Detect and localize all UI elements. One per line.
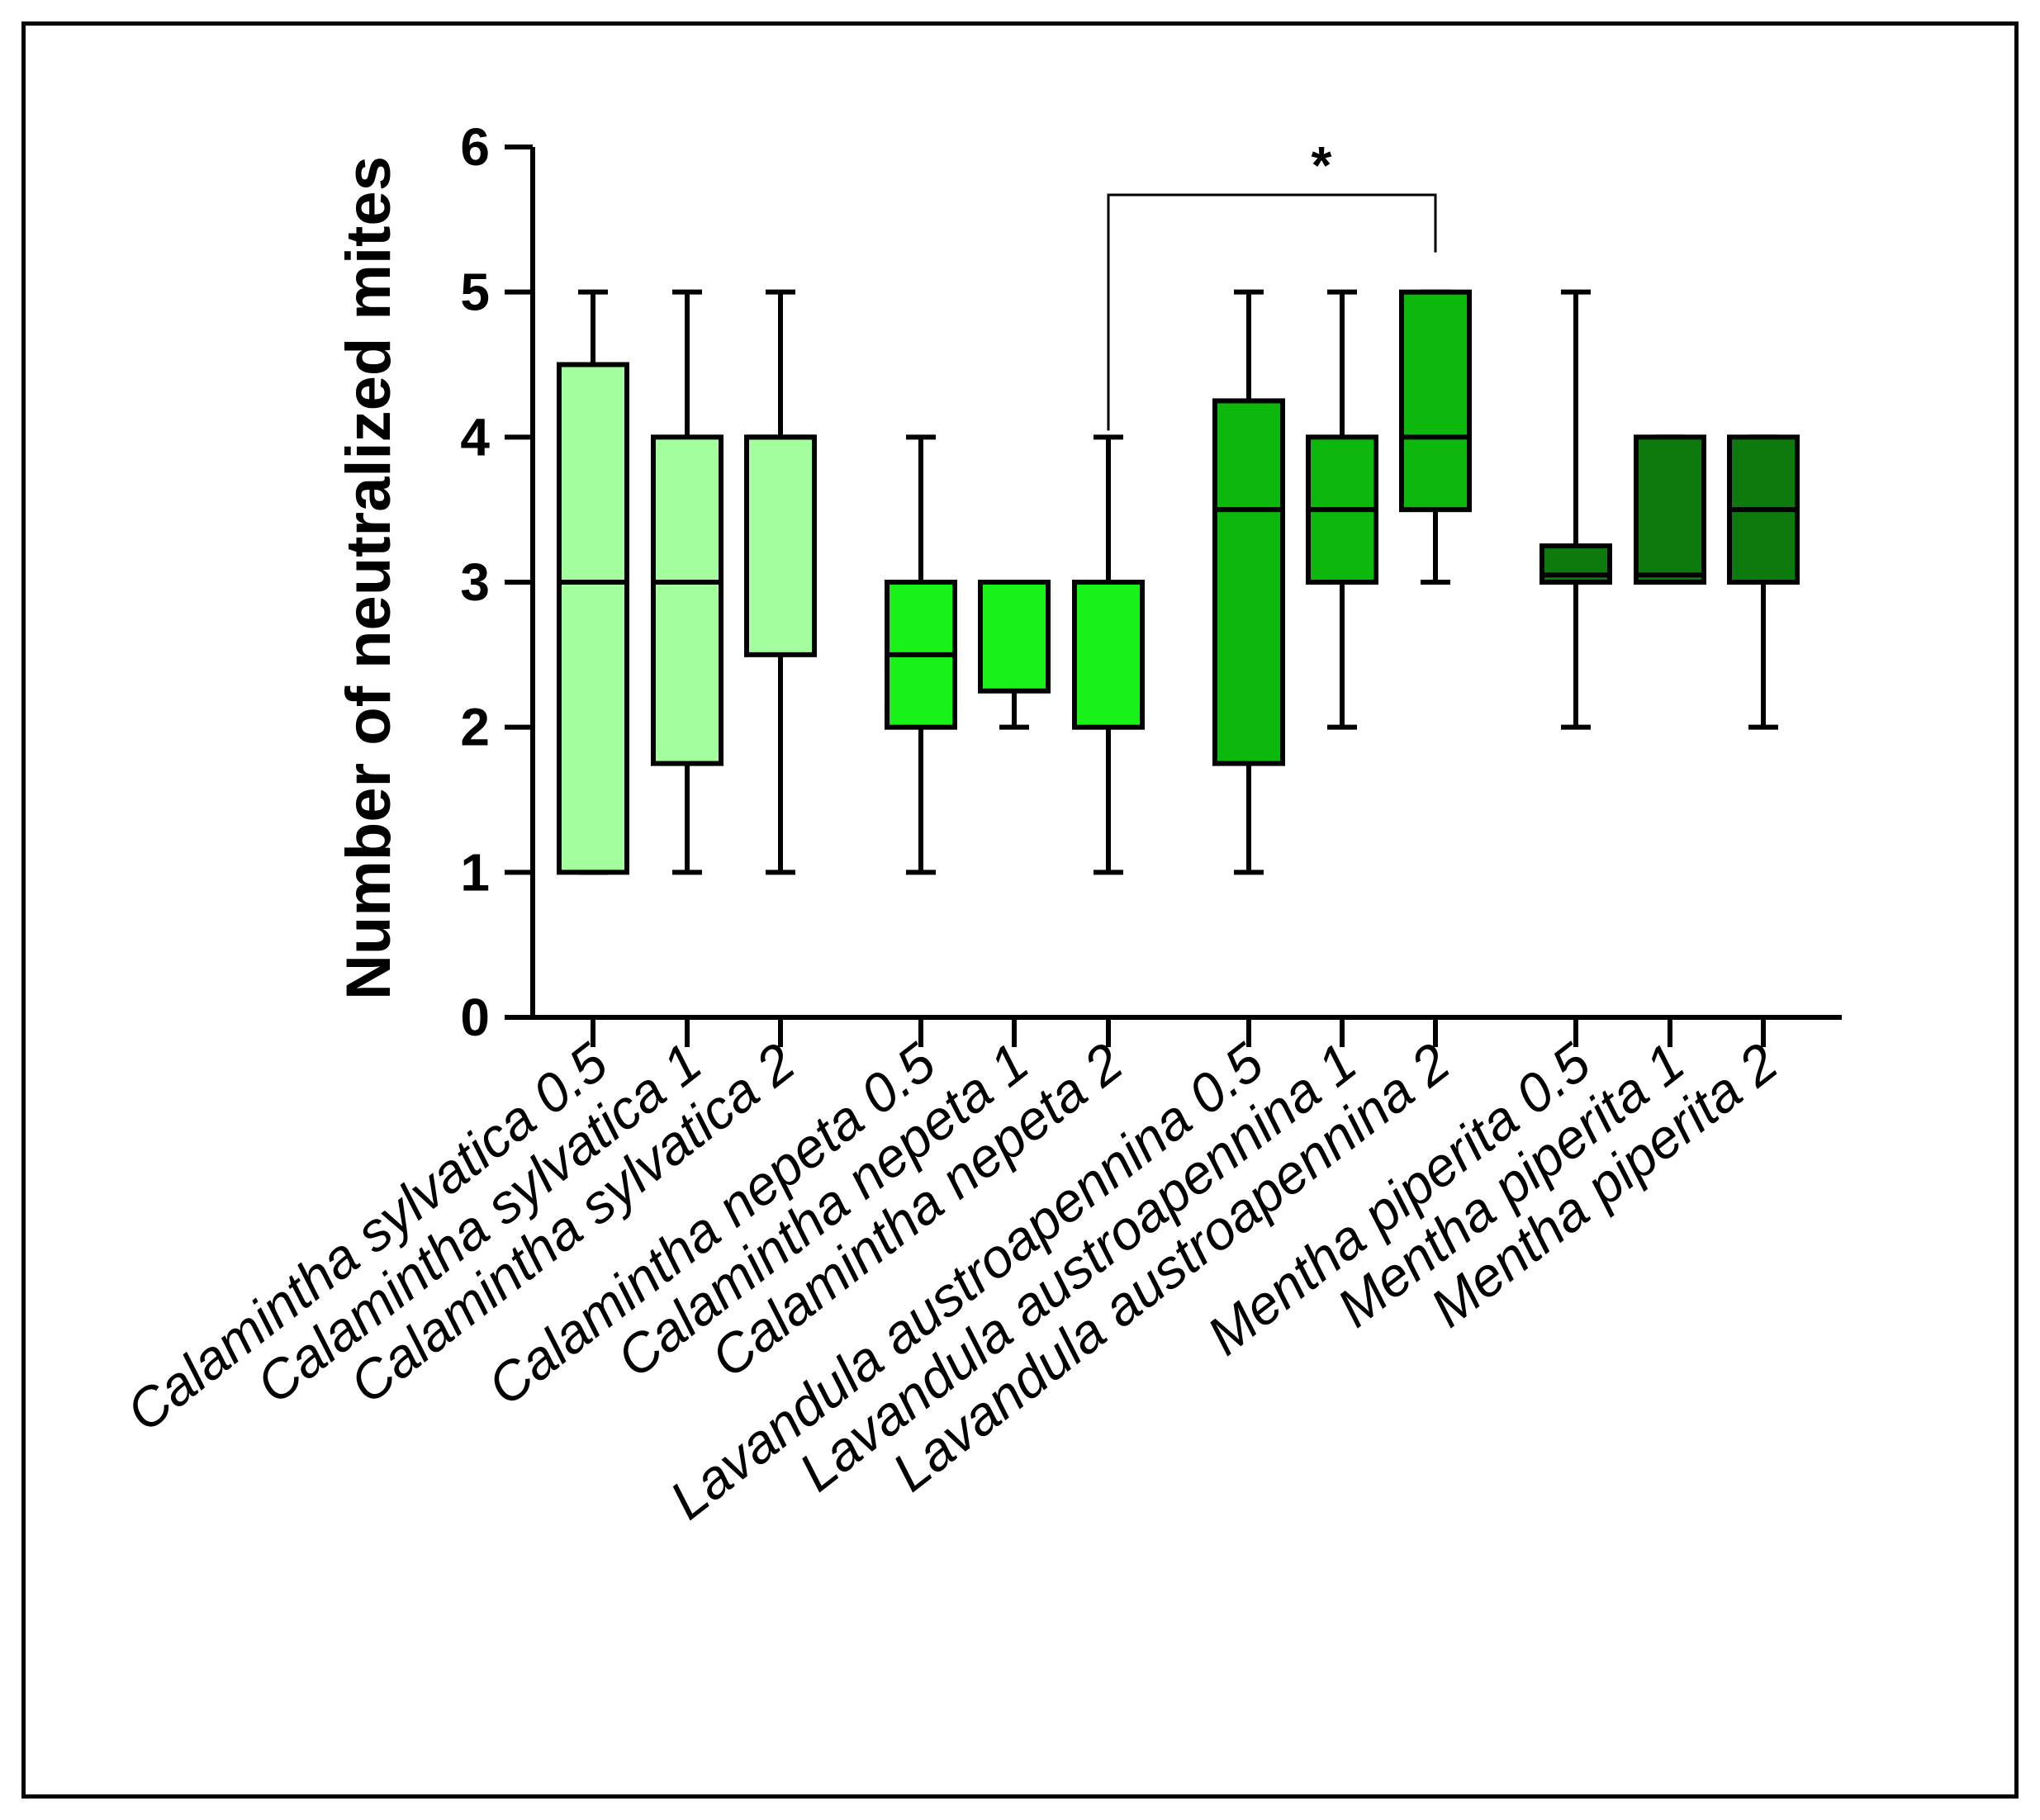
bracket-line	[1107, 193, 1437, 431]
box-iqr	[557, 362, 629, 875]
box-iqr	[1634, 434, 1706, 585]
box-2	[651, 289, 723, 875]
boxes	[557, 289, 1800, 875]
box-12	[1727, 434, 1800, 730]
box-iqr	[1072, 580, 1145, 730]
y-tick-label: 0	[460, 988, 490, 1047]
y-tick-label: 3	[460, 552, 490, 612]
box-8	[1306, 289, 1378, 730]
x-axis	[530, 1015, 1842, 1047]
box-iqr	[978, 580, 1051, 694]
figure-frame	[21, 21, 2019, 1799]
y-axis-label: Number of neutralized mites	[334, 156, 404, 1000]
y-tick-label: 2	[460, 698, 490, 757]
box-4	[885, 434, 957, 875]
y-tick-label: 6	[460, 117, 490, 177]
box-10	[1539, 289, 1612, 730]
significance-label: *	[1312, 135, 1332, 195]
box-11	[1634, 434, 1706, 585]
y-tick-label: 5	[460, 263, 490, 322]
box-5	[978, 580, 1051, 730]
box-6	[1072, 434, 1145, 875]
box-iqr	[1212, 398, 1285, 766]
y-tick-label: 4	[460, 407, 490, 467]
box-iqr	[744, 434, 817, 657]
significance-bracket: *	[1107, 135, 1437, 431]
box-7	[1212, 289, 1285, 875]
box-1	[557, 289, 629, 875]
box-iqr	[651, 434, 723, 766]
y-axis: 0 1 2 3 4 5 6	[460, 117, 535, 1047]
box-iqr	[1399, 289, 1472, 513]
y-tick-label: 1	[460, 842, 490, 902]
box-3	[744, 289, 817, 875]
box-9	[1399, 289, 1472, 585]
